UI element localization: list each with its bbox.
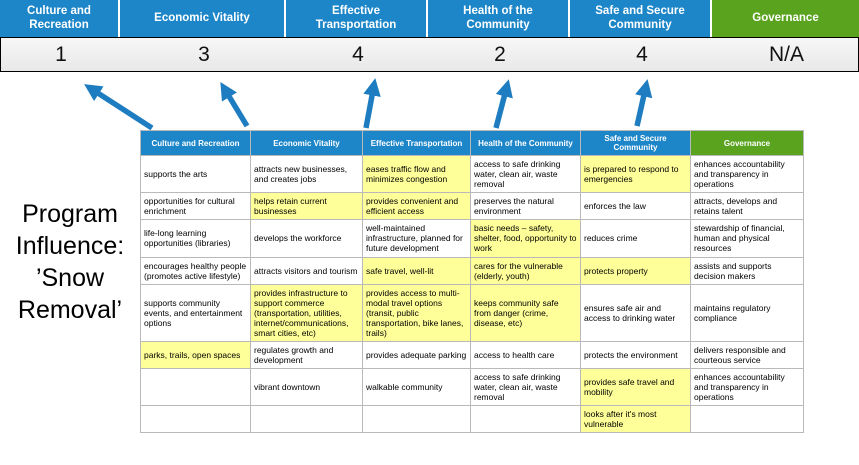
program-title: Program Influence: ’Snow Removal’ <box>15 200 125 324</box>
pillar-header-row: Culture and Recreation Economic Vitality… <box>0 0 859 37</box>
matrix-cell: opportunities for cultural enrichment <box>140 192 251 221</box>
score-effective-transportation: 4 <box>352 42 364 66</box>
matrix-cell: enhances accountability and transparency… <box>690 367 804 406</box>
matrix-cell: provides infrastructure to support comme… <box>250 283 363 342</box>
matrix-cell: access to safe drinking water, clean air… <box>470 367 581 406</box>
pillar-header-effective-transportation: Effective Transportation <box>286 0 428 37</box>
matrix-cell: keeps community safe from danger (crime,… <box>470 283 581 342</box>
matrix-row-3: life-long learning opportunities (librar… <box>140 219 804 258</box>
matrix-cell: basic needs – safety, shelter, food, opp… <box>470 219 581 258</box>
matrix-cell: eases traffic flow and minimizes congest… <box>362 155 471 194</box>
matrix-cell: well-maintained infrastructure, planned … <box>362 219 471 258</box>
score-culture-and-recreation: 1 <box>55 42 67 66</box>
matrix-cell: develops the workforce <box>250 219 363 258</box>
matrix-header-row: Culture and Recreation Economic Vitality… <box>140 129 804 157</box>
matrix-body: supports the arts attracts new businesses… <box>140 155 804 433</box>
matrix-row-2: opportunities for cultural enrichment hel… <box>140 192 804 221</box>
matrix-header-culture-and-recreation: Culture and Recreation <box>140 129 251 157</box>
matrix-cell: preserves the natural environment <box>470 192 581 221</box>
matrix-cell: provides access to multi-modal travel op… <box>362 283 471 342</box>
pillar-header-health-of-the-community: Health of the Community <box>428 0 570 37</box>
pillar-header-economic-vitality: Economic Vitality <box>120 0 286 37</box>
score-health-of-the-community: 2 <box>494 42 506 66</box>
influence-matrix: Culture and Recreation Economic Vitality… <box>140 129 804 433</box>
matrix-header-effective-transportation: Effective Transportation <box>362 129 471 157</box>
matrix-cell: supports community events, and entertain… <box>140 283 251 342</box>
matrix-cell: enhances accountability and transparency… <box>690 155 804 194</box>
matrix-cell: attracts new businesses, and creates job… <box>250 155 363 194</box>
matrix-row-4: encourages healthy people (promotes acti… <box>140 256 804 285</box>
pillar-header-governance: Governance <box>712 0 859 37</box>
arrow-economic-icon <box>220 81 250 128</box>
matrix-header-governance: Governance <box>690 129 804 157</box>
matrix-header-safe-and-secure-community: Safe and Secure Community <box>580 129 691 157</box>
matrix-cell: ensures safe air and access to drinking … <box>580 283 691 342</box>
matrix-cell <box>140 367 251 406</box>
matrix-cell: stewardship of financial, human and phys… <box>690 219 804 258</box>
matrix-cell: encourages healthy people (promotes acti… <box>140 256 251 285</box>
matrix-cell: access to health care <box>470 340 581 369</box>
matrix-cell: protects property <box>580 256 691 285</box>
matrix-cell: access to safe drinking water, clean air… <box>470 155 581 194</box>
matrix-cell: provides convenient and efficient access <box>362 192 471 221</box>
score-governance: N/A <box>768 42 804 66</box>
matrix-cell <box>140 404 251 433</box>
matrix-cell: parks, trails, open spaces <box>140 340 251 369</box>
score-safe-and-secure-community: 4 <box>636 42 648 66</box>
matrix-cell: enforces the law <box>580 192 691 221</box>
matrix-cell: provides safe travel and mobility <box>580 367 691 406</box>
matrix-row-1: supports the arts attracts new businesses… <box>140 155 804 194</box>
matrix-cell: cares for the vulnerable (elderly, youth… <box>470 256 581 285</box>
matrix-cell: attracts, develops and retains talent <box>690 192 804 221</box>
matrix-cell <box>470 404 581 433</box>
matrix-cell: looks after it's most vulnerable <box>580 404 691 433</box>
matrix-cell: assists and supports decision makers <box>690 256 804 285</box>
matrix-cell: life-long learning opportunities (librar… <box>140 219 251 258</box>
matrix-cell <box>690 404 804 433</box>
arrow-culture-icon <box>84 84 154 130</box>
arrow-safe-icon <box>634 79 653 127</box>
matrix-cell: attracts visitors and tourism <box>250 256 363 285</box>
matrix-cell: is prepared to respond to emergencies <box>580 155 691 194</box>
arrow-health-icon <box>493 79 513 129</box>
matrix-cell <box>250 404 363 433</box>
score-economic-vitality: 3 <box>198 42 210 66</box>
matrix-cell: reduces crime <box>580 219 691 258</box>
matrix-cell: regulates growth and development <box>250 340 363 369</box>
influence-arrows <box>84 78 653 130</box>
arrow-transportation-icon <box>363 78 381 129</box>
matrix-cell: protects the environment <box>580 340 691 369</box>
matrix-header-economic-vitality: Economic Vitality <box>250 129 363 157</box>
matrix-row-8: looks after it's most vulnerable <box>140 404 804 433</box>
pillar-header-safe-and-secure-community: Safe and Secure Community <box>570 0 712 37</box>
matrix-cell: vibrant downtown <box>250 367 363 406</box>
matrix-cell: supports the arts <box>140 155 251 194</box>
matrix-cell: helps retain current businesses <box>250 192 363 221</box>
matrix-row-5: supports community events, and entertain… <box>140 283 804 342</box>
pillar-header-culture-and-recreation: Culture and Recreation <box>0 0 120 37</box>
score-row: 1 3 4 2 4 N/A <box>0 37 859 72</box>
matrix-cell: safe travel, well-lit <box>362 256 471 285</box>
matrix-cell: delivers responsible and courteous servi… <box>690 340 804 369</box>
matrix-cell: provides adequate parking <box>362 340 471 369</box>
matrix-cell: walkable community <box>362 367 471 406</box>
matrix-cell: maintains regulatory compliance <box>690 283 804 342</box>
matrix-row-7: vibrant downtown walkable community access… <box>140 367 804 406</box>
matrix-cell <box>362 404 471 433</box>
matrix-row-6: parks, trails, open spaces regulates grow… <box>140 340 804 369</box>
matrix-header-health-of-the-community: Health of the Community <box>470 129 581 157</box>
